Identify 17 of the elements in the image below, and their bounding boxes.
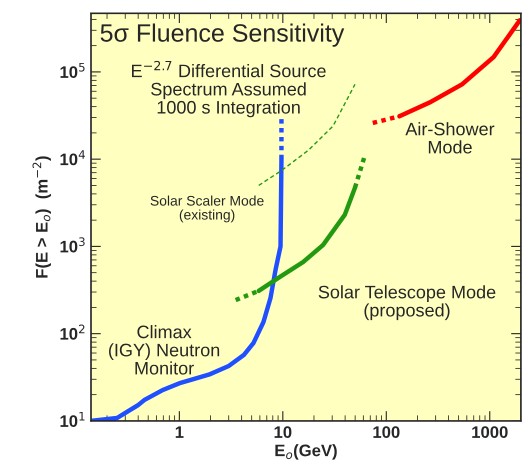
y-tick-label: 10$^{4}$ (60, 150, 85, 166)
annotation: E$^{−2.7}$ Differential Source Spectrum Assumed 1000 s Integration (132, 60, 326, 118)
x-tick-label: 10 (274, 426, 292, 438)
y-tick-label: 10$^{2}$ (60, 324, 84, 340)
chart-title: 5σ Fluence Sensitivity (100, 23, 344, 47)
annotation: Solar Scaler Mode (existing) (150, 195, 264, 222)
y-tick-label: 10$^{1}$ (60, 412, 85, 427)
x-axis-title: E$_{o}$(GeV) (275, 444, 337, 460)
y-tick-label: 10$^{3}$ (60, 237, 85, 252)
x-tick-label: 1000 (472, 426, 508, 438)
y-axis-title: F(E > E$_{o}$) (m$^{−2}$) (32, 156, 51, 278)
annotation: Climax (IGY) Neutron Monitor (109, 325, 220, 375)
y-tick-label: 10$^{5}$ (60, 62, 85, 78)
annotation: Air-Shower Mode (405, 122, 494, 154)
annotation: Solar Telescope Mode (proposed) (318, 285, 496, 320)
x-tick-label: 100 (373, 426, 400, 438)
x-tick-label: 1 (176, 426, 184, 438)
